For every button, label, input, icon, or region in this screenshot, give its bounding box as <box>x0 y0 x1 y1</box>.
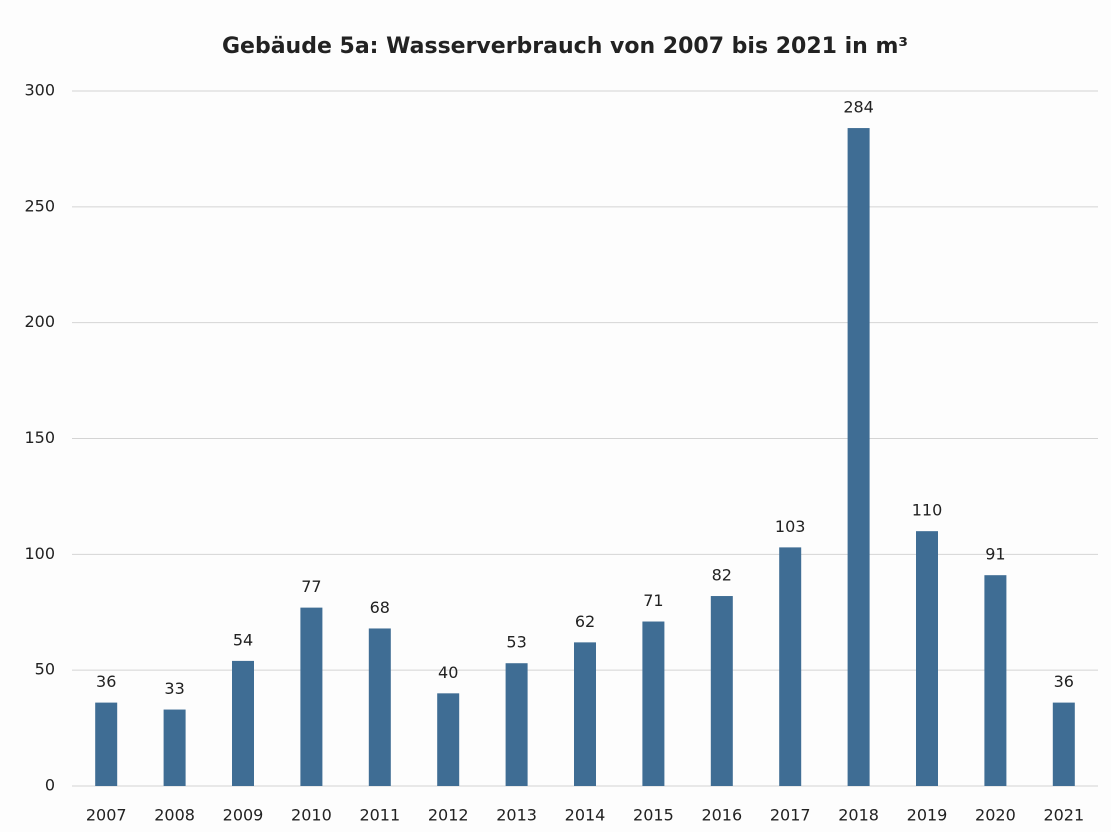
bar <box>574 642 596 786</box>
x-tick-label: 2013 <box>496 806 537 825</box>
data-label: 33 <box>164 679 184 698</box>
x-tick-label: 2010 <box>291 806 332 825</box>
x-tick-label: 2017 <box>770 806 811 825</box>
bar <box>642 621 665 786</box>
data-label: 103 <box>775 517 806 536</box>
bar <box>916 531 938 786</box>
x-tick-label: 2019 <box>907 806 948 825</box>
y-tick-label: 50 <box>35 660 55 679</box>
x-tick-label: 2007 <box>86 806 127 825</box>
bar <box>505 663 528 786</box>
bar <box>232 660 254 786</box>
x-tick-label: 2016 <box>701 806 742 825</box>
x-tick-label: 2020 <box>975 806 1016 825</box>
data-label: 110 <box>912 501 943 520</box>
x-tick-label: 2015 <box>633 806 674 825</box>
chart-title: Gebäude 5a: Wasserverbrauch von 2007 bis… <box>222 34 908 59</box>
y-tick-label: 300 <box>24 81 55 100</box>
data-label: 36 <box>96 672 116 691</box>
data-label: 54 <box>233 630 253 649</box>
x-tick-label: 2012 <box>428 806 469 825</box>
bar <box>437 693 460 786</box>
bar <box>300 607 323 786</box>
x-tick-label: 2018 <box>838 806 879 825</box>
y-tick-label: 250 <box>24 196 55 215</box>
bar <box>710 596 733 786</box>
bar <box>847 128 870 787</box>
x-tick-label: 2008 <box>154 806 195 825</box>
x-tick-label: 2014 <box>565 806 606 825</box>
bar <box>1052 702 1075 786</box>
data-label: 68 <box>370 598 390 617</box>
x-tick-label: 2011 <box>359 806 400 825</box>
x-tick-label: 2009 <box>223 806 264 825</box>
y-tick-label: 0 <box>45 776 55 795</box>
y-tick-label: 150 <box>24 428 55 447</box>
bar <box>984 575 1007 786</box>
data-label: 62 <box>575 612 595 631</box>
data-label: 40 <box>438 663 458 682</box>
y-tick-label: 100 <box>24 544 55 563</box>
bar <box>163 709 186 786</box>
data-label: 71 <box>643 591 663 610</box>
bar <box>368 628 391 786</box>
bar <box>779 547 802 786</box>
bar <box>95 702 118 786</box>
data-label: 284 <box>843 98 874 117</box>
data-label: 53 <box>506 633 526 652</box>
data-label: 36 <box>1054 672 1074 691</box>
data-label: 82 <box>712 566 732 585</box>
data-label: 77 <box>301 577 321 596</box>
data-label: 91 <box>985 545 1005 564</box>
x-tick-label: 2021 <box>1043 806 1084 825</box>
y-tick-label: 200 <box>24 312 55 331</box>
